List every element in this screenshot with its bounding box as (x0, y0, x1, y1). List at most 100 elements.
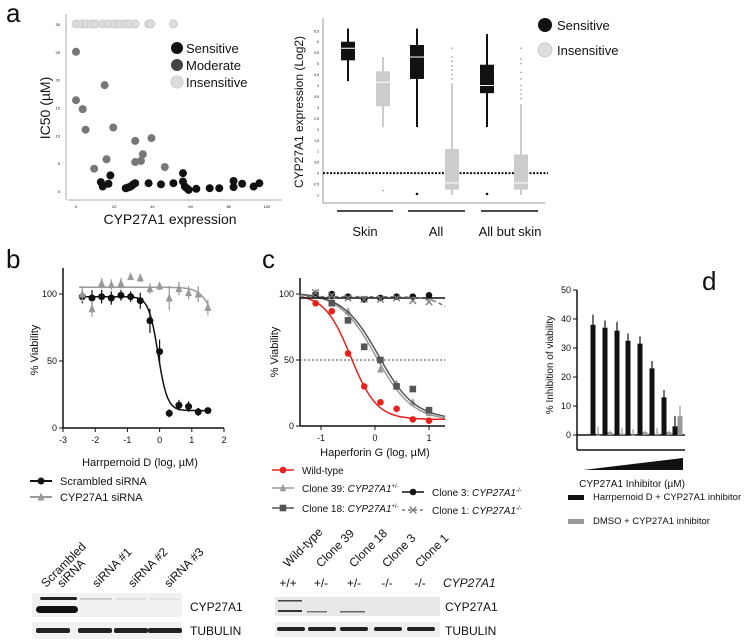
box-outlier (382, 189, 384, 192)
box-outlier (520, 62, 522, 65)
y-tick-label: 3 (317, 106, 319, 110)
data-point (344, 293, 352, 300)
bar-dmso (666, 432, 672, 435)
band (374, 627, 402, 631)
data-point (425, 292, 433, 299)
fit-curve (299, 295, 446, 421)
x-tick-label: 2 (221, 435, 226, 445)
panel-label-b: b (6, 244, 20, 274)
panel-label-d: d (702, 266, 716, 296)
bar-harrpernoid (661, 397, 667, 435)
scatter-point-moderate (72, 47, 80, 56)
y-tick-label: 6 (317, 40, 319, 44)
y-tick-label: 50 (284, 355, 294, 365)
data-point (88, 304, 96, 313)
data-point (88, 294, 96, 302)
y-tick-label: 5 (58, 161, 61, 166)
data-point (393, 405, 400, 413)
scatter-point-sensitive (169, 179, 178, 188)
y-axis-label: IC50 (µM) (37, 77, 53, 140)
scatter-point-insensitive (130, 19, 140, 29)
group-label: Skin (352, 224, 377, 239)
data-point (376, 295, 385, 304)
data-point (360, 295, 368, 304)
band (36, 628, 70, 633)
x-axis-label: CYP27A1 Inhibitor (µM) (579, 479, 685, 490)
data-point-glyph (376, 295, 385, 304)
y-tick-label: 1.5 (314, 139, 319, 143)
data-point (344, 294, 352, 302)
genotype-label: +/+ (279, 576, 296, 590)
legend-marker-insensitive (537, 42, 553, 58)
legend-marker (37, 492, 45, 501)
band-faint (80, 598, 112, 600)
legend-marker (279, 483, 287, 492)
x-tick-label: 80 (227, 204, 232, 209)
legend-genotype-sup: -/- (516, 506, 522, 512)
genotype-label: -/- (381, 576, 392, 590)
y-tick-label: 5 (317, 62, 319, 66)
x-tick-label: 0 (157, 435, 162, 445)
data-point-glyph (392, 294, 401, 302)
data-point (392, 294, 401, 302)
data-point (146, 284, 154, 293)
y-axis-label: % Inhibition of viability (545, 316, 556, 414)
blot-band-label: CYP27A1 (190, 600, 243, 614)
scatter-point-moderate (81, 125, 90, 134)
legend-swatch (568, 495, 584, 500)
data-point (156, 281, 164, 290)
legend-marker (171, 59, 183, 71)
band (36, 606, 78, 613)
y-tick-label: 2 (317, 128, 319, 132)
y-tick-label: 0.5 (314, 161, 319, 165)
panel-label-a: a (6, 0, 21, 28)
scatter-point-moderate (102, 155, 111, 164)
legend-marker (409, 506, 417, 514)
legend-marker (409, 488, 417, 496)
y-axis-label: % Viability (29, 324, 41, 375)
legend-label: DMSO + CYP27A1 inhibitor (593, 516, 710, 527)
genotype-label: -/- (414, 576, 425, 590)
data-point (409, 296, 417, 305)
bar-dmso (654, 433, 660, 435)
legend-marker (171, 42, 183, 54)
data-point (344, 350, 352, 357)
y-tick-label: 3.5 (314, 95, 319, 99)
data-point (328, 299, 336, 307)
data-point (156, 348, 164, 356)
data-point (107, 280, 115, 289)
data-point-glyph (328, 291, 336, 300)
data-point (377, 364, 384, 373)
bar-harrpernoid (637, 343, 643, 435)
panel-label-c: c (262, 244, 275, 274)
data-point (393, 383, 400, 390)
x-axis-label: CYP27A1 expression (103, 211, 236, 227)
y-tick-label: 0 (52, 423, 57, 433)
legend-genotype: CYP27A1 (472, 488, 516, 499)
x-tick-label: -1 (123, 435, 131, 445)
x-tick-label: -2 (91, 435, 99, 445)
legend-label: Sensitive (186, 41, 239, 56)
scatter-point-sensitive (215, 184, 224, 193)
legend-label: Insensitive (557, 43, 618, 58)
scatter-point-sensitive (178, 169, 187, 178)
legend-label: Clone 1: CYP27A1-/- (432, 506, 522, 517)
box-outlier (520, 84, 522, 87)
y-tick-label: 0 (58, 189, 61, 194)
data-point (165, 409, 173, 417)
data-point-glyph (409, 296, 417, 305)
y-tick-label: -0.5 (313, 183, 319, 187)
bar-harrpernoid (672, 426, 678, 435)
band (407, 627, 435, 631)
x-axis-label: Harrpernoid D (log, µM) (82, 457, 198, 469)
legend-marker (170, 75, 184, 89)
bar-dmso (677, 416, 683, 435)
box-outlier (451, 78, 453, 80)
data-point (107, 294, 115, 302)
data-point (175, 401, 183, 409)
data-point (409, 385, 417, 393)
x-tick-label: 0 (75, 204, 78, 209)
x-tick-label: 20 (112, 204, 117, 209)
box-outlier (520, 97, 522, 100)
x-tick-label: 100 (264, 204, 271, 209)
